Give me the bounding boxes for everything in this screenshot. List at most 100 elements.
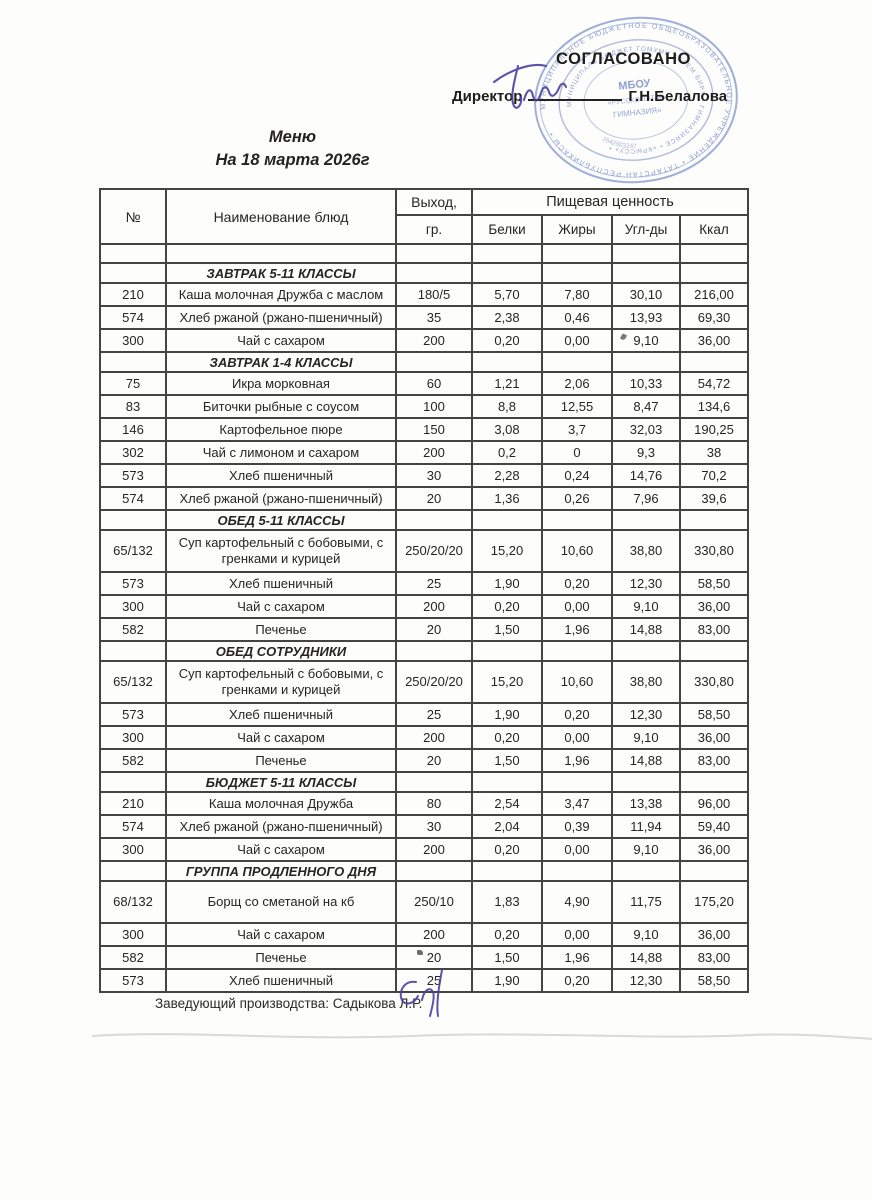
cell-out: 20	[395, 748, 473, 773]
cell-num: 300	[99, 837, 167, 862]
cell-fat: 0,20	[541, 968, 613, 993]
table-row: 573 Хлеб пшеничный 25 1,90 0,20 12,30 58,50	[99, 702, 750, 727]
cell-name: Хлеб пшеничный	[165, 571, 397, 596]
cell-out: 35	[395, 305, 473, 330]
cell-fat: 4,90	[541, 880, 613, 924]
col-header-kcal: Ккал	[678, 214, 750, 245]
cell-out: 200	[395, 440, 473, 465]
cell-num: 582	[99, 945, 167, 970]
cell-carbs: 32,03	[611, 417, 681, 442]
col-header-num: №	[99, 188, 167, 245]
section-title: ГРУППА ПРОДЛЕННОГО ДНЯ	[165, 860, 397, 882]
table-row: 573 Хлеб пшеничный 25 1,90 0,20 12,30 58,50	[99, 571, 750, 596]
section-header-row: ОБЕД СОТРУДНИКИ	[99, 640, 750, 662]
cell-out: 20	[395, 945, 473, 970]
cell-name: Хлеб пшеничный	[165, 968, 397, 993]
cell-kcal: 54,72	[678, 371, 750, 396]
table-row: 574 Хлеб ржаной (ржано-пшеничный) 30 2,04 0,…	[99, 814, 750, 839]
cell-name: Печенье	[165, 945, 397, 970]
cell-carbs: 38,80	[611, 660, 681, 704]
cell-carbs: 9,10	[611, 725, 681, 750]
menu-table: № Наименование блюд Выход, Пищевая ценно…	[99, 188, 750, 993]
cell-protein: 2,28	[471, 463, 543, 488]
section-title: ЗАВТРАК 1-4 КЛАССЫ	[165, 351, 397, 373]
cell-fat: 2,06	[541, 371, 613, 396]
cell-out: 200	[395, 594, 473, 619]
table-row: 300 Чай с сахаром 200 0,20 0,00 9,10 36,00	[99, 328, 750, 353]
cell-name: Чай с сахаром	[165, 922, 397, 947]
cell-kcal: 58,50	[678, 968, 750, 993]
cell-carbs: 13,93	[611, 305, 681, 330]
section-title: ЗАВТРАК 5-11 КЛАССЫ	[165, 262, 397, 284]
cell-protein: 1,83	[471, 880, 543, 924]
approved-label: СОГЛАСОВАНО	[556, 50, 692, 68]
cell-out: 60	[395, 371, 473, 396]
cell-name: Суп картофельный с бобовыми, с гренками …	[165, 529, 397, 573]
menu-table-body: ЗАВТРАК 5-11 КЛАССЫ 210 Каша молочная Друж…	[99, 262, 750, 993]
menu-date: На 18 марта 2026г	[215, 151, 370, 169]
cell-kcal: 59,40	[678, 814, 750, 839]
cell-fat: 0,20	[541, 571, 613, 596]
cell-protein: 15,20	[471, 529, 543, 573]
cell-fat: 12,55	[541, 394, 613, 419]
cell-kcal: 190,25	[678, 417, 750, 442]
cell-carbs: 8,47	[611, 394, 681, 419]
cell-num: 573	[99, 463, 167, 488]
cell-out: 200	[395, 725, 473, 750]
cell-fat: 7,80	[541, 282, 613, 307]
director-label: Директор	[452, 88, 523, 105]
cell-fat: 10,60	[541, 660, 613, 704]
cell-kcal: 36,00	[678, 594, 750, 619]
cell-carbs: 12,30	[611, 702, 681, 727]
cell-out: 250/20/20	[395, 660, 473, 704]
cell-out: 30	[395, 463, 473, 488]
cell-num: 146	[99, 417, 167, 442]
cell-protein: 1,50	[471, 945, 543, 970]
cell-carbs: 14,76	[611, 463, 681, 488]
cell-name: Хлеб пшеничный	[165, 463, 397, 488]
cell-name: Картофельное пюре	[165, 417, 397, 442]
cell-protein: 8,8	[471, 394, 543, 419]
cell-num: 300	[99, 328, 167, 353]
cell-protein: 0,20	[471, 328, 543, 353]
table-row: 300 Чай с сахаром 200 0,20 0,00 9,10 36,00	[99, 725, 750, 750]
cell-num: 582	[99, 748, 167, 773]
section-title: БЮДЖЕТ 5-11 КЛАССЫ	[165, 771, 397, 793]
cell-protein: 2,04	[471, 814, 543, 839]
section-header-row: ЗАВТРАК 5-11 КЛАССЫ	[99, 262, 750, 284]
cell-protein: 0,20	[471, 594, 543, 619]
footer-signature	[399, 969, 443, 1017]
table-row: 582 Печенье 20 1,50 1,96 14,88 83,00	[99, 748, 750, 773]
cell-fat: 0,26	[541, 486, 613, 511]
cell-carbs: 14,88	[611, 945, 681, 970]
section-title: ОБЕД СОТРУДНИКИ	[165, 640, 397, 662]
table-row: 302 Чай с лимоном и сахаром 200 0,2 0 9,3 38	[99, 440, 750, 465]
paper-edge-shadow	[92, 1033, 872, 1040]
table-row: 210 Каша молочная Дружба с маслом 180/5 5,7…	[99, 282, 750, 307]
table-row: 210 Каша молочная Дружба 80 2,54 3,47 13,38 96…	[99, 791, 750, 816]
cell-out: 25	[395, 571, 473, 596]
stamp-center-line1: МБОУ	[618, 77, 651, 92]
cell-kcal: 38	[678, 440, 750, 465]
cell-name: Хлеб ржаной (ржано-пшеничный)	[165, 305, 397, 330]
cell-fat: 0,46	[541, 305, 613, 330]
cell-out: 20	[395, 486, 473, 511]
cell-carbs: 12,30	[611, 571, 681, 596]
cell-num: 574	[99, 814, 167, 839]
table-row: 574 Хлеб ржаной (ржано-пшеничный) 20 1,36 0,…	[99, 486, 750, 511]
cell-num: 300	[99, 725, 167, 750]
cell-kcal: 36,00	[678, 328, 750, 353]
col-header-nutrition: Пищевая ценность	[470, 188, 750, 216]
cell-kcal: 58,50	[678, 571, 750, 596]
cell-fat: 0,24	[541, 463, 613, 488]
cell-protein: 1,50	[471, 748, 543, 773]
table-row: 65/132 Суп картофельный с бобовыми, с гре…	[99, 529, 750, 573]
cell-protein: 1,36	[471, 486, 543, 511]
cell-name: Биточки рыбные с соусом	[165, 394, 397, 419]
cell-num: 582	[99, 617, 167, 642]
cell-protein: 1,50	[471, 617, 543, 642]
cell-out: 80	[395, 791, 473, 816]
cell-protein: 1,90	[471, 968, 543, 993]
cell-protein: 0,20	[471, 922, 543, 947]
